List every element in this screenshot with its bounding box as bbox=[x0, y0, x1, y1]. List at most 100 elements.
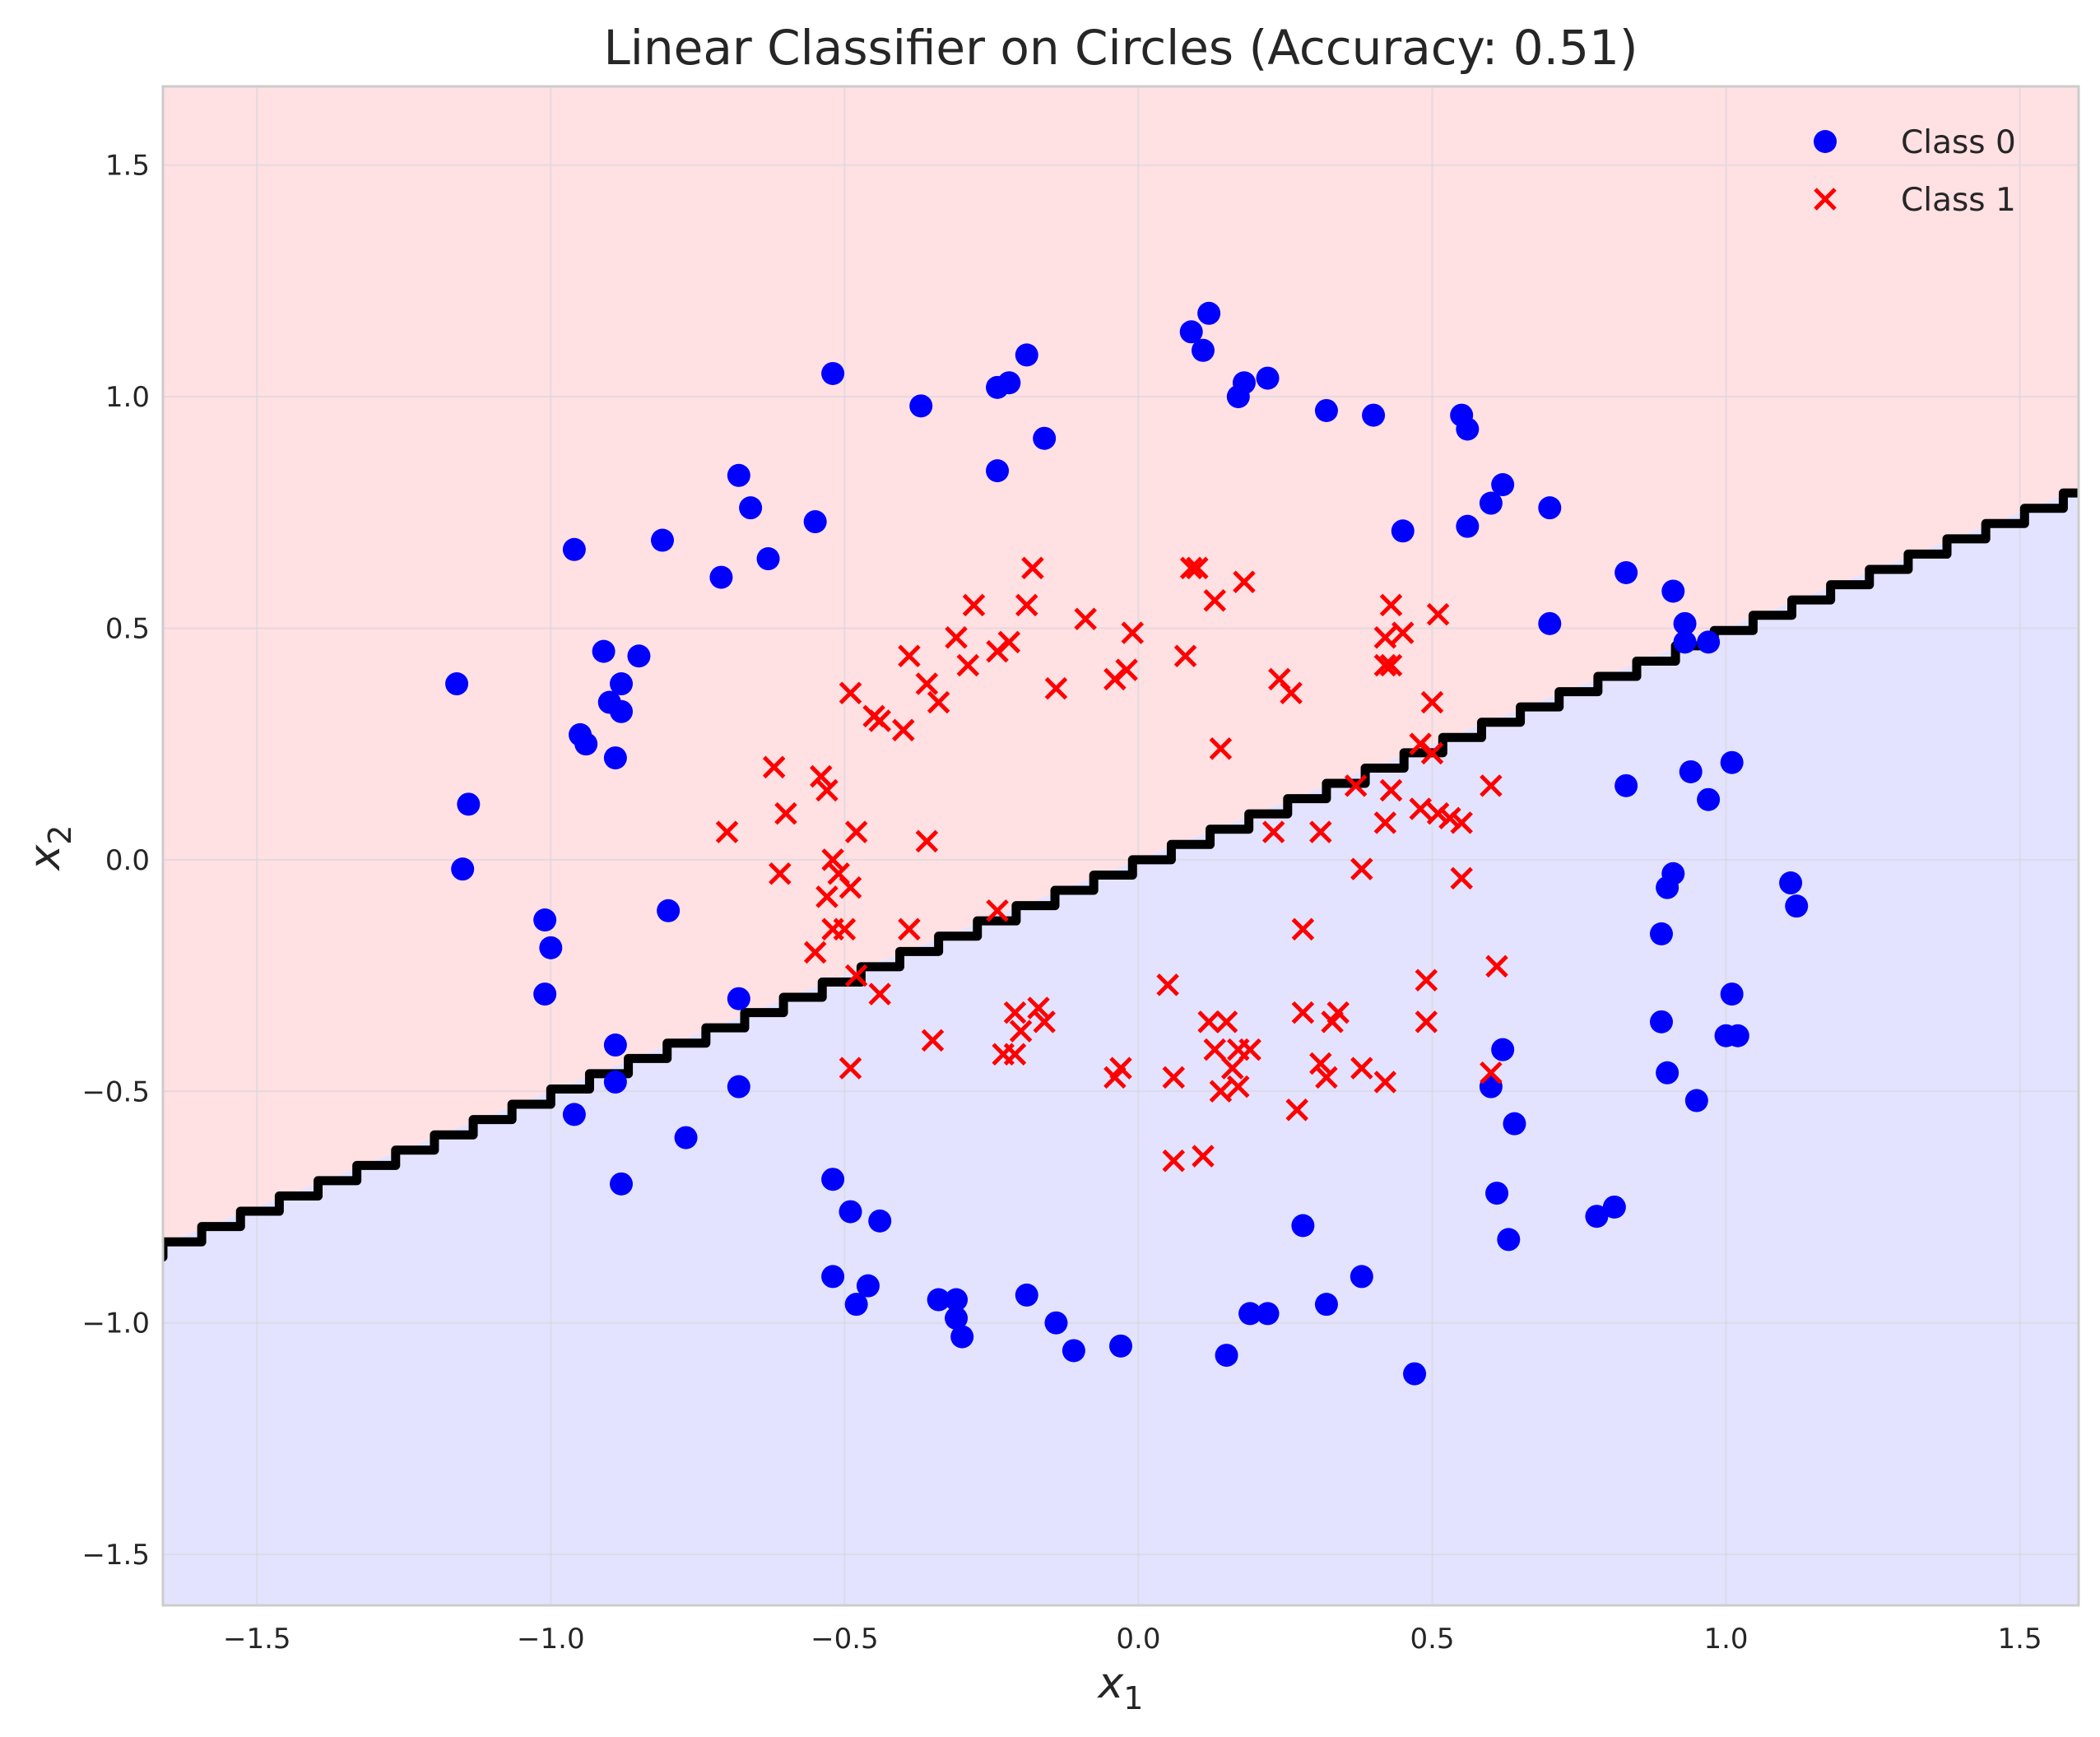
point-class-1 bbox=[915, 672, 939, 695]
point-class-1 bbox=[956, 653, 980, 677]
point-class-0 bbox=[1197, 301, 1221, 325]
point-class-0 bbox=[1614, 560, 1638, 584]
point-class-0 bbox=[1314, 398, 1338, 422]
point-class-0 bbox=[739, 496, 763, 520]
point-class-1 bbox=[1415, 968, 1438, 992]
point-class-1 bbox=[1192, 1145, 1215, 1168]
point-class-1 bbox=[1315, 1066, 1338, 1089]
point-class-0 bbox=[1314, 1293, 1338, 1317]
point-class-0 bbox=[1614, 773, 1638, 797]
point-class-1 bbox=[803, 940, 827, 964]
point-class-1 bbox=[1438, 806, 1461, 829]
point-class-1 bbox=[1379, 653, 1403, 677]
legend-marker-class-0 bbox=[1814, 130, 1837, 153]
y-axis-label: x2 bbox=[21, 825, 78, 872]
point-class-0 bbox=[1656, 1061, 1680, 1084]
point-class-1 bbox=[1109, 1057, 1132, 1080]
point-class-1 bbox=[1209, 1080, 1233, 1103]
point-class-1 bbox=[898, 917, 921, 941]
point-class-0 bbox=[1661, 579, 1685, 603]
point-class-1 bbox=[1426, 801, 1450, 825]
point-class-1 bbox=[986, 899, 1009, 922]
point-class-1 bbox=[1480, 774, 1503, 797]
point-class-1 bbox=[821, 848, 844, 871]
point-class-0 bbox=[1362, 403, 1386, 427]
point-class-0 bbox=[1256, 366, 1280, 390]
point-class-1 bbox=[1291, 917, 1315, 941]
region-class-0 bbox=[163, 489, 2079, 1605]
point-class-1 bbox=[839, 875, 862, 899]
point-class-1 bbox=[1379, 778, 1403, 802]
point-class-1 bbox=[1373, 653, 1397, 677]
point-class-0 bbox=[1485, 1182, 1509, 1205]
point-class-0 bbox=[1232, 371, 1256, 395]
point-class-1 bbox=[1179, 556, 1203, 580]
point-class-0 bbox=[856, 1274, 880, 1298]
y-tick-label: 1.5 bbox=[105, 150, 150, 183]
y-tick-label: 0.5 bbox=[105, 612, 150, 645]
point-class-1 bbox=[1280, 681, 1303, 705]
point-class-0 bbox=[1720, 982, 1744, 1006]
point-class-1 bbox=[921, 1029, 945, 1052]
point-class-1 bbox=[1350, 1057, 1373, 1080]
point-class-1 bbox=[927, 690, 950, 714]
point-class-0 bbox=[1015, 343, 1038, 367]
x-axis-label-sub: 1 bbox=[1123, 1680, 1143, 1716]
point-class-1 bbox=[1450, 866, 1473, 890]
point-class-0 bbox=[1720, 750, 1744, 774]
x-tick-label: 0.5 bbox=[1410, 1623, 1454, 1656]
point-class-0 bbox=[821, 1168, 845, 1191]
point-class-0 bbox=[1491, 473, 1515, 497]
point-class-0 bbox=[1479, 491, 1503, 515]
point-class-0 bbox=[603, 746, 627, 770]
point-class-0 bbox=[709, 565, 733, 589]
point-class-0 bbox=[1697, 787, 1721, 811]
point-class-0 bbox=[1785, 894, 1809, 918]
point-class-0 bbox=[1391, 519, 1415, 543]
point-class-0 bbox=[1697, 630, 1721, 654]
point-class-0 bbox=[574, 732, 598, 756]
point-class-1 bbox=[1121, 621, 1145, 644]
point-class-0 bbox=[674, 1126, 698, 1149]
point-class-1 bbox=[1291, 1001, 1315, 1024]
point-class-1 bbox=[1309, 820, 1332, 843]
point-class-0 bbox=[1649, 922, 1673, 945]
point-class-1 bbox=[1420, 741, 1444, 765]
data-points bbox=[445, 301, 1809, 1386]
point-class-1 bbox=[1391, 621, 1415, 644]
point-class-1 bbox=[1021, 556, 1044, 580]
point-class-1 bbox=[774, 801, 797, 825]
point-class-1 bbox=[898, 644, 921, 668]
point-class-1 bbox=[1009, 1019, 1033, 1043]
point-class-0 bbox=[1456, 514, 1480, 538]
decision-boundary bbox=[163, 488, 2079, 1262]
plot-frame bbox=[161, 85, 2080, 1607]
point-class-1 bbox=[945, 625, 968, 649]
point-class-1 bbox=[1373, 811, 1397, 834]
point-class-1 bbox=[1156, 973, 1179, 996]
point-class-1 bbox=[1186, 556, 1209, 580]
point-class-0 bbox=[1726, 1024, 1749, 1047]
point-class-1 bbox=[844, 820, 868, 843]
point-class-1 bbox=[1261, 820, 1285, 843]
point-class-1 bbox=[762, 755, 786, 779]
point-class-0 bbox=[821, 1265, 845, 1289]
x-axis-label: x1 bbox=[1097, 1659, 1144, 1716]
point-class-0 bbox=[451, 857, 475, 881]
point-class-0 bbox=[1538, 496, 1562, 520]
point-class-1 bbox=[1409, 797, 1432, 820]
point-class-0 bbox=[1779, 871, 1803, 895]
plot-area bbox=[163, 86, 2079, 1605]
point-class-0 bbox=[650, 528, 674, 552]
point-class-0 bbox=[950, 1325, 974, 1349]
point-class-0 bbox=[657, 899, 681, 922]
point-class-0 bbox=[1109, 1334, 1132, 1358]
x-tick-label: −1.5 bbox=[223, 1623, 291, 1656]
point-class-0 bbox=[986, 459, 1010, 483]
point-class-1 bbox=[1197, 1010, 1220, 1033]
point-class-1 bbox=[1420, 690, 1444, 714]
point-class-1 bbox=[1480, 1061, 1503, 1084]
point-class-0 bbox=[1062, 1339, 1085, 1363]
point-class-1 bbox=[1015, 593, 1038, 617]
